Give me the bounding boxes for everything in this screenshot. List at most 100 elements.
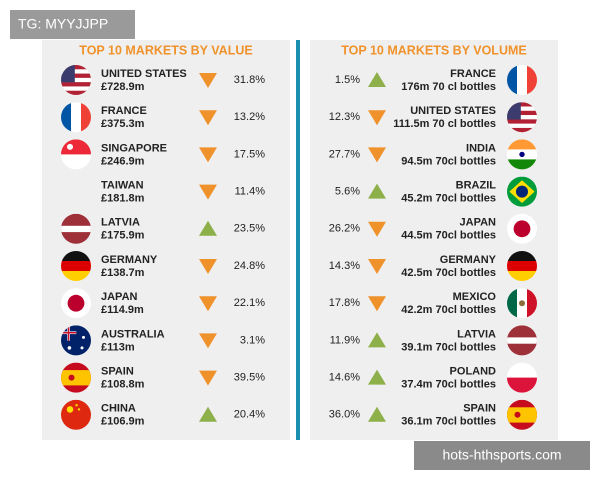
flag [507,288,537,319]
down-arrow [199,147,217,163]
country: JAPAN [101,291,138,303]
up-arrow [368,72,386,87]
flag [507,213,537,244]
panel-title: TOP 10 MARKETS BY VALUE [79,43,252,57]
change: 3.1% [240,334,265,346]
down-arrow [368,221,386,237]
market-value: £728.9m [101,81,145,93]
change: 1.5% [335,74,360,86]
country: LATVIA [101,217,140,229]
down-arrow [199,259,217,274]
country: GERMANY [101,254,158,266]
market-value: £181.8m [101,193,145,205]
watermark: hots-hthsports.com [442,447,561,463]
country: BRAZIL [456,180,497,192]
watermark-box [10,10,135,39]
flag [61,213,91,244]
flag [507,399,537,430]
country: LATVIA [457,328,496,340]
panel-title: TOP 10 MARKETS BY VOLUME [341,43,526,57]
down-arrow [368,110,386,126]
down-arrow [199,333,217,349]
change: 36.0% [329,409,360,421]
divider [296,40,300,440]
country: FRANCE [101,105,147,117]
up-arrow [368,183,386,199]
down-arrow [199,184,217,200]
flag [61,102,91,133]
volume: 42.2m 70cl bottles [401,304,496,316]
country: SPAIN [463,403,496,415]
flag [61,139,91,170]
market-value: £113m [101,341,135,353]
flag [61,362,91,393]
flag [507,65,537,95]
country: INDIA [466,142,496,154]
change: 17.5% [234,148,265,160]
change: 14.3% [329,260,360,272]
change: 20.4% [234,409,265,421]
down-arrow [199,73,217,88]
market-value: £106.9m [101,416,145,428]
market-value: £246.9m [101,155,145,167]
up-arrow [199,406,217,422]
country: SPAIN [101,366,134,378]
flag [507,325,537,356]
volume: 42.5m 70cl bottles [401,267,496,279]
country: TAIWAN [101,180,144,192]
up-arrow [368,369,386,385]
flag [61,399,91,430]
change: 22.1% [234,297,265,309]
country: SINGAPORE [101,142,167,154]
country: CHINA [101,403,136,415]
flag [61,251,91,281]
change: 31.8% [234,74,265,86]
market-value: £114.9m [101,304,144,316]
country: UNITED STATES [101,68,187,80]
volume: 94.5m 70cl bottles [401,155,496,167]
watermark: TG: MYYJJPP [18,16,108,32]
country: POLAND [450,366,497,378]
down-arrow [368,296,386,312]
country: UNITED STATES [410,105,496,117]
country: FRANCE [450,68,496,80]
country: GERMANY [440,254,497,266]
change: 13.2% [234,111,265,123]
volume: 36.1m 70cl bottles [401,416,496,428]
down-arrow [199,370,217,386]
volume: 44.5m 70cl bottles [401,230,496,242]
up-arrow [199,220,217,236]
up-arrow [368,406,386,422]
change: 14.6% [329,372,360,384]
volume: 37.4m 70cl bottles [401,379,496,391]
up-arrow [368,332,386,348]
market-value: £138.7m [101,267,145,279]
flag [61,288,91,319]
volume: 45.2m 70cl bottles [401,193,496,205]
down-arrow [368,147,386,163]
down-arrow [199,110,217,126]
change: 11.9% [330,334,361,346]
change: 27.7% [329,148,360,160]
volume: 176m 70 cl bottles [401,81,496,93]
volume: 111.5m 70 cl bottles [393,118,496,130]
market-value: £375.3m [101,118,145,130]
change: 17.8% [329,297,360,309]
flag [507,251,537,281]
watermark-box [414,441,590,470]
flag [507,362,537,393]
change: 5.6% [335,186,360,198]
down-arrow [368,259,386,274]
change: 26.2% [329,223,360,235]
down-arrow [199,296,217,312]
country: MEXICO [453,291,497,303]
change: 11.4% [235,186,266,198]
market-value: £175.9m [101,230,145,242]
flag [61,325,91,356]
market-value: £108.8m [101,379,145,391]
flag [507,176,537,207]
change: 39.5% [234,372,265,384]
change: 12.3% [329,111,360,123]
country: AUSTRALIA [101,328,165,340]
